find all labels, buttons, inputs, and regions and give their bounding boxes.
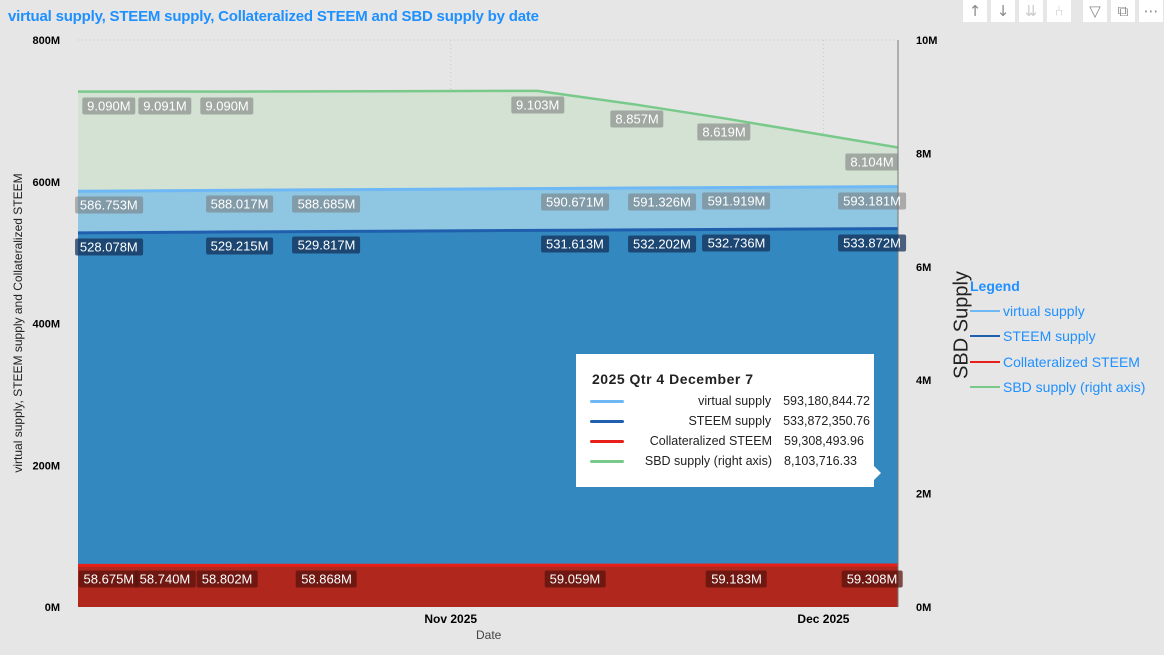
expand-all-icon[interactable]: ⇊ — [1019, 0, 1043, 22]
data-label: 59.308M — [841, 570, 903, 588]
x-axis-title: Date — [476, 628, 502, 642]
visual-toolbar: ↑ ↓ ⇊ ⑃ ▽ ⧉ ⋯ — [963, 0, 1163, 22]
sort-up-icon[interactable]: ↑ — [963, 0, 987, 22]
data-label: 529.215M — [205, 237, 274, 255]
data-label: 528.078M — [74, 238, 143, 256]
tooltip-series-name: SBD supply (right axis) — [644, 454, 772, 468]
legend-swatch-icon — [970, 309, 1000, 312]
line-sbd-supply-right-axis- — [78, 89, 899, 149]
data-label: 586.753M — [74, 196, 143, 214]
chart-title: virtual supply, STEEM supply, Collateral… — [8, 8, 539, 25]
legend-item[interactable]: virtual supply — [970, 298, 1145, 324]
tooltip-series-value: 593,180,844.72 — [783, 394, 870, 408]
legend-item[interactable]: Collateralized STEEM — [970, 349, 1145, 375]
data-label: 532.202M — [628, 235, 696, 253]
tooltip-header: 2025 Qtr 4 December 7 — [592, 371, 754, 387]
line-virtual-supply — [77, 185, 899, 193]
tooltip-row: STEEM supply 533,872,350.76 — [590, 411, 870, 431]
tooltip-row: Collateralized STEEM 59,308,493.96 — [590, 431, 870, 451]
tooltip-row: virtual supply 593,180,844.72 — [590, 391, 870, 411]
legend: Legend virtual supply STEEM supply Collate… — [970, 278, 1145, 400]
data-label: 58.740M — [134, 570, 196, 588]
data-label: 591.919M — [702, 192, 771, 210]
area-collateralized-steem — [78, 564, 898, 607]
data-label: 8.104M — [845, 153, 899, 170]
data-label: 9.090M — [200, 97, 254, 115]
legend-item[interactable]: STEEM supply — [970, 324, 1145, 350]
series-swatch-icon — [590, 439, 624, 443]
y2-tick-label: 6M — [916, 262, 931, 274]
series-swatch-icon — [590, 459, 624, 463]
data-label: 532.736M — [702, 234, 771, 252]
legend-swatch-icon — [970, 335, 1000, 338]
data-label: 8.619M — [697, 123, 751, 141]
data-label: 58.675M — [78, 570, 140, 588]
tooltip-series-value: 59,308,493.96 — [784, 434, 864, 448]
y-tick-label: 200M — [32, 460, 60, 472]
y-tick-label: 800M — [32, 35, 60, 47]
filter-icon[interactable]: ▽ — [1083, 0, 1107, 22]
y2-tick-label: 10M — [916, 35, 937, 47]
legend-label: virtual supply — [1003, 302, 1085, 319]
x-tick-label: Dec 2025 — [797, 612, 849, 626]
data-label: 59.059M — [544, 570, 606, 588]
series-swatch-icon — [590, 399, 624, 403]
tooltip-row: SBD supply (right axis) 8,103,716.33 — [590, 451, 870, 471]
sort-down-icon[interactable]: ↓ — [991, 0, 1015, 22]
data-label: 588.017M — [205, 195, 274, 213]
legend-label: STEEM supply — [1003, 328, 1096, 345]
data-label: 533.872M — [838, 234, 906, 252]
tooltip-series-name: Collateralized STEEM — [649, 434, 772, 448]
y-tick-label: 400M — [32, 319, 60, 331]
y-tick-label: 0M — [45, 602, 60, 614]
area-steem-supply — [78, 228, 898, 607]
data-label: 588.685M — [292, 195, 361, 213]
data-label: 58.868M — [296, 570, 357, 588]
data-label: 8.857M — [610, 110, 664, 128]
legend-label: SBD supply (right axis) — [1003, 379, 1146, 396]
data-label: 9.090M — [82, 97, 136, 115]
legend-swatch-icon — [970, 386, 1000, 389]
data-label: 9.091M — [138, 97, 192, 115]
data-label: 593.181M — [838, 192, 906, 210]
legend-label: Collateralized STEEM — [1003, 353, 1140, 370]
y-tick-label: 600M — [32, 177, 60, 189]
tooltip-series-value: 533,872,350.76 — [783, 414, 870, 428]
line-steem-supply — [77, 227, 899, 235]
tooltip-series-value: 8,103,716.33 — [784, 454, 857, 468]
legend-title: Legend — [970, 278, 1020, 294]
tooltip-series-name: virtual supply — [698, 394, 772, 408]
legend-swatch-icon — [970, 360, 1000, 363]
x-tick-label: Nov 2025 — [424, 612, 477, 626]
y2-tick-label: 8M — [916, 148, 931, 160]
data-label: 9.103M — [511, 96, 565, 114]
data-label: 591.326M — [628, 193, 696, 211]
more-options-icon[interactable]: ⋯ — [1139, 0, 1163, 22]
data-label: 59.183M — [706, 570, 767, 588]
data-label: 529.817M — [292, 236, 361, 254]
data-label: 58.802M — [196, 570, 258, 588]
y-axis-title: virtual supply, STEEM supply and Collate… — [11, 173, 25, 473]
drill-down-icon[interactable]: ⑃ — [1047, 0, 1071, 22]
y2-tick-label: 0M — [916, 602, 931, 614]
tooltip-series-name: STEEM supply — [688, 414, 772, 428]
y2-tick-label: 2M — [916, 489, 931, 501]
data-label: 531.613M — [541, 235, 609, 253]
tooltip: 2025 Qtr 4 December 7 virtual supply 593,… — [576, 354, 881, 487]
y2-tick-label: 4M — [916, 375, 931, 387]
focus-mode-icon[interactable]: ⧉ — [1111, 0, 1135, 22]
legend-item[interactable]: SBD supply (right axis) — [970, 375, 1145, 401]
series-swatch-icon — [590, 419, 624, 423]
data-label: 590.671M — [541, 193, 609, 211]
